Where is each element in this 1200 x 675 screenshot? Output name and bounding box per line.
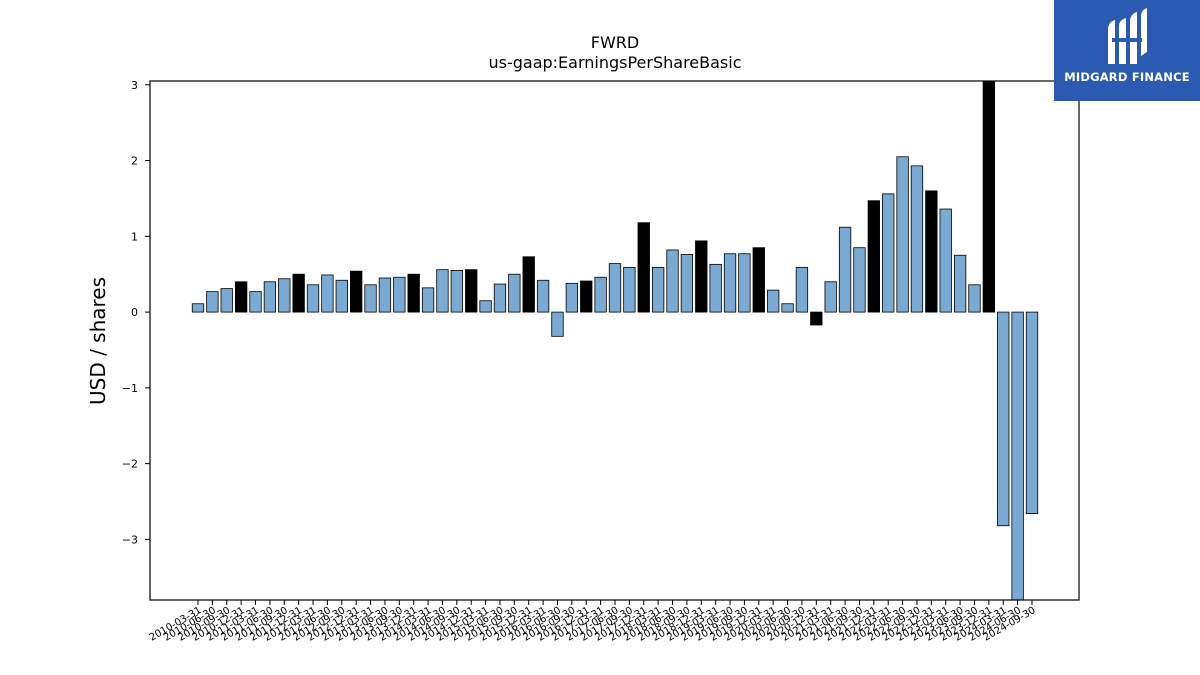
y-tick-label: −1 <box>122 382 138 395</box>
bar-2013-12-31 <box>407 273 420 313</box>
bar-2013-09-30 <box>393 276 406 313</box>
bar-2011-03-31 <box>249 291 262 313</box>
bar-2019-03-31 <box>709 263 722 313</box>
bar-2024-03-31 <box>997 311 1010 527</box>
midgard-finance-logo: MIDGARD FINANCE <box>1054 0 1200 101</box>
bar-2011-12-31 <box>292 273 305 313</box>
bar-2015-09-30 <box>508 273 521 313</box>
bar-2024-09-30 <box>1025 311 1039 515</box>
plot-frame <box>149 80 1080 601</box>
bar-2014-03-31 <box>421 287 435 313</box>
bar-2015-06-30 <box>493 283 507 313</box>
bar-2011-06-30 <box>263 281 277 313</box>
logo-text: MIDGARD FINANCE <box>1064 70 1190 84</box>
bar-2024-06-30 <box>1011 311 1024 601</box>
bar-2015-12-31 <box>522 256 535 313</box>
bar-2016-06-30 <box>551 311 564 337</box>
bar-2014-09-30 <box>450 270 463 313</box>
bar-2012-03-31 <box>306 284 320 313</box>
bar-2017-09-30 <box>623 266 636 313</box>
bar-2013-06-30 <box>378 277 392 313</box>
y-tick-label: 1 <box>131 230 138 243</box>
bar-2021-09-30 <box>853 247 866 313</box>
bar-2012-09-30 <box>335 279 348 313</box>
bar-2017-06-30 <box>608 263 622 313</box>
bar-2014-12-31 <box>465 269 478 313</box>
bar-2022-12-31 <box>925 190 938 313</box>
bar-2017-03-31 <box>594 276 607 313</box>
bar-2016-12-31 <box>580 280 593 313</box>
bar-2016-03-31 <box>536 279 550 313</box>
bar-2020-03-31 <box>767 289 780 313</box>
bar-2012-06-30 <box>321 274 334 313</box>
bar-2020-09-30 <box>795 266 809 313</box>
bar-2023-12-31 <box>982 80 996 313</box>
bar-2010-03-31 <box>191 303 205 313</box>
bar-2021-12-31 <box>867 200 880 313</box>
bar-2022-03-31 <box>882 193 895 313</box>
y-tick-label: −3 <box>122 533 138 546</box>
bar-2016-09-30 <box>565 282 579 313</box>
bar-2020-06-30 <box>781 303 794 313</box>
chart-subtitle: us-gaap:EarningsPerShareBasic <box>488 53 741 72</box>
bar-2020-12-31 <box>810 311 823 326</box>
bar-2018-06-30 <box>666 249 679 313</box>
bar-2011-09-30 <box>278 278 291 313</box>
y-tick-label: −2 <box>122 458 138 471</box>
bar-2019-12-31 <box>752 247 765 313</box>
bar-2023-09-30 <box>968 284 981 313</box>
midgard-logo-icon <box>1108 8 1147 64</box>
bar-2023-06-30 <box>953 254 967 313</box>
bar-2017-12-31 <box>637 222 650 313</box>
bar-2014-06-30 <box>436 269 449 313</box>
x-axis-ticks: 2010-03-312010-06-302010-09-302010-12-31… <box>148 600 1038 644</box>
y-axis-label: USD / shares <box>86 277 110 405</box>
y-tick-label: 0 <box>131 306 138 319</box>
bar-2018-09-30 <box>680 254 694 313</box>
bar-2022-06-30 <box>896 156 909 313</box>
bar-2015-03-31 <box>479 300 492 313</box>
y-axis-ticks: −3 −2 −1 0 1 2 3 <box>122 79 150 546</box>
bar-2023-03-31 <box>939 208 952 313</box>
bar-2010-09-30 <box>220 288 233 313</box>
bars-group <box>191 80 1039 601</box>
bar-2010-12-31 <box>234 281 248 313</box>
bar-2019-06-30 <box>723 253 737 313</box>
bar-2021-03-31 <box>824 281 837 313</box>
bar-2019-09-30 <box>738 253 751 313</box>
y-tick-label: 2 <box>131 155 138 168</box>
bar-2010-06-30 <box>206 291 219 313</box>
bar-2018-03-31 <box>651 266 665 313</box>
bar-2021-06-30 <box>838 226 852 313</box>
bar-2013-03-31 <box>364 284 377 313</box>
bar-2018-12-31 <box>695 240 708 313</box>
bar-2022-09-30 <box>910 165 924 313</box>
bar-2012-12-31 <box>350 270 363 313</box>
y-tick-label: 3 <box>131 79 138 92</box>
chart-title: FWRD <box>591 33 639 52</box>
